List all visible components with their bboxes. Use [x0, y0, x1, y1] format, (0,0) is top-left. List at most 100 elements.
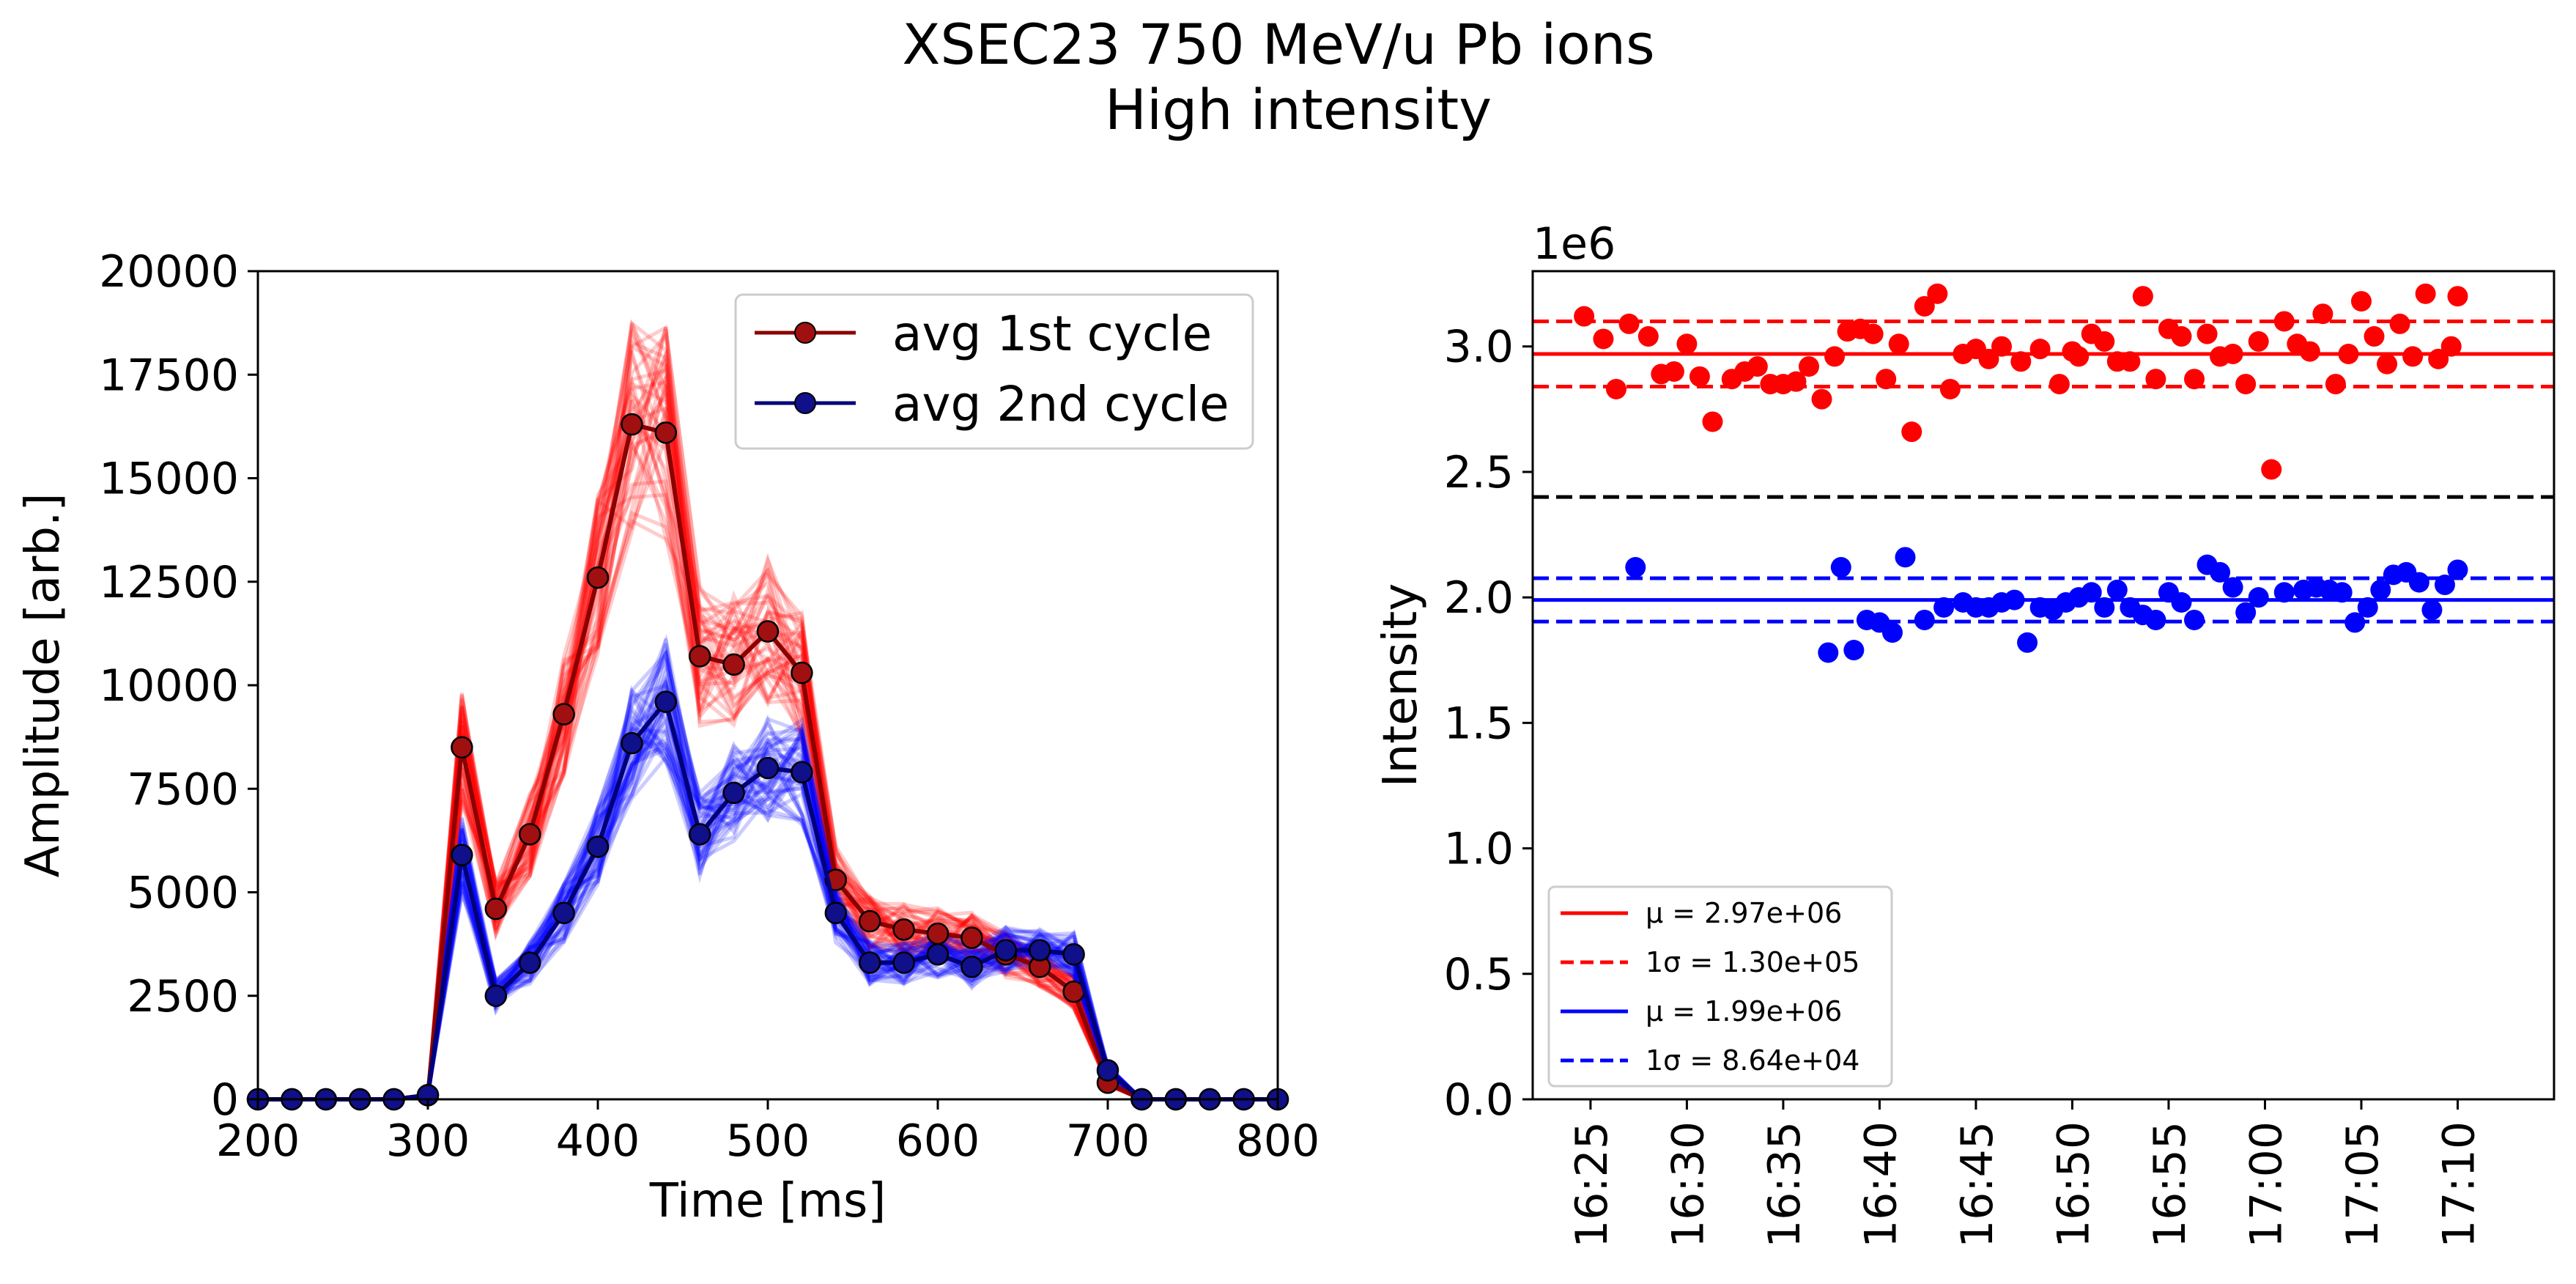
x-axis-label: Time [ms] — [649, 1174, 887, 1228]
scatter-points — [1574, 283, 2468, 663]
x-tick-label: 16:25 — [1566, 1121, 1618, 1248]
avg-marker — [621, 413, 643, 436]
avg-marker — [756, 756, 780, 780]
data-point — [2145, 609, 2166, 630]
x-tick-label: 300 — [386, 1115, 470, 1167]
data-point — [2447, 286, 2468, 307]
y-axis: 0.0 0.5 1.0 1.5 2.0 2.5 3.0 — [1444, 322, 1533, 1126]
data-point — [1927, 283, 1948, 304]
avg-marker — [926, 943, 950, 966]
x-tick-label: 16:35 — [1759, 1121, 1810, 1248]
x-tick-label: 700 — [1066, 1115, 1150, 1167]
x-tick-label: 17:05 — [2337, 1121, 2388, 1248]
data-point — [2081, 582, 2102, 603]
figure-title-line2: High intensity — [1105, 77, 1492, 142]
data-point — [1785, 371, 1807, 392]
data-point — [2299, 341, 2320, 362]
x-axis: 200 300 400 500 600 700 800 — [216, 1099, 1320, 1167]
data-point — [1593, 328, 1614, 350]
data-point — [1625, 557, 1646, 578]
x-tick-label: 600 — [896, 1115, 980, 1167]
data-point — [2184, 609, 2205, 630]
data-point — [1876, 369, 1897, 390]
y-tick-label: 0.0 — [1444, 1074, 1514, 1126]
data-point — [2312, 303, 2333, 325]
y-tick-label: 1.0 — [1444, 824, 1514, 875]
y-tick-label: 2.0 — [1444, 572, 1514, 624]
avg-marker — [518, 823, 541, 846]
data-point — [1895, 547, 1916, 568]
data-point — [2248, 331, 2269, 352]
data-point — [2273, 582, 2295, 603]
avg-marker — [688, 645, 711, 668]
x-tick-label: 16:30 — [1662, 1121, 1714, 1248]
legend-label: avg 1st cycle — [892, 306, 1212, 362]
legend-marker — [794, 322, 816, 344]
trace-line — [258, 348, 1278, 1102]
y-tick-label: 20000 — [99, 246, 239, 298]
data-point — [1830, 557, 1851, 578]
x-tick-label: 16:50 — [2048, 1121, 2099, 1248]
avg-marker — [824, 901, 848, 924]
avg-marker — [552, 703, 575, 726]
x-tick-label: 500 — [726, 1115, 810, 1167]
legend-marker — [794, 392, 816, 414]
data-point — [2094, 597, 2115, 618]
data-point — [2132, 286, 2153, 307]
avg-marker — [722, 781, 745, 805]
data-point — [1818, 642, 1839, 663]
data-point — [1747, 356, 1768, 377]
data-point — [2171, 592, 2192, 613]
x-tick-label: 16:40 — [1855, 1121, 1906, 1248]
data-point — [2377, 353, 2398, 374]
data-point — [2440, 336, 2462, 357]
trace-line — [258, 348, 1278, 1102]
avg-marker — [654, 690, 678, 713]
avg-marker — [994, 939, 1018, 962]
avg-marker — [518, 951, 541, 974]
y-axis-label: Amplitude [arb.] — [16, 493, 70, 878]
data-point — [1605, 378, 1626, 399]
trace-line — [258, 657, 1278, 1102]
data-point — [2145, 369, 2166, 390]
trace-line — [258, 643, 1278, 1102]
avg-marker — [858, 910, 881, 933]
data-point — [2434, 575, 2455, 596]
data-point — [2094, 331, 2115, 352]
data-point — [1811, 388, 1832, 410]
data-point — [2120, 351, 2141, 372]
x-tick-label: 17:00 — [2240, 1121, 2292, 1248]
y-tick-label: 7500 — [127, 764, 239, 815]
data-point — [2331, 582, 2353, 603]
trace-line — [258, 638, 1278, 1102]
data-point — [2344, 612, 2366, 633]
y-tick-label: 1.5 — [1444, 698, 1514, 749]
data-point — [1881, 622, 1903, 643]
y-axis: 0 2500 5000 7500 10000 12500 15000 17500 20000 — [99, 246, 258, 1126]
data-point — [2421, 599, 2443, 621]
data-point — [2196, 323, 2218, 344]
avg-marker — [586, 566, 610, 589]
y-tick-label: 10000 — [99, 660, 239, 712]
avg-marker — [961, 926, 983, 949]
data-point — [1978, 348, 1999, 369]
avg-marker — [926, 922, 950, 945]
data-point — [2370, 579, 2391, 600]
data-point — [1798, 356, 1819, 377]
y-tick-label: 5000 — [127, 868, 239, 919]
data-point — [2273, 311, 2295, 332]
data-point — [2106, 579, 2128, 600]
data-point — [1933, 597, 1955, 618]
data-point — [2004, 589, 2025, 610]
avg-marker — [688, 823, 711, 846]
data-point — [2235, 602, 2257, 623]
data-point — [2357, 597, 2378, 618]
data-point — [2184, 369, 2205, 390]
data-point — [2171, 326, 2192, 347]
legend-label: 1σ = 1.30e+05 — [1646, 946, 1859, 978]
avg-marker — [892, 951, 915, 974]
avg-marker — [451, 844, 473, 866]
average-lines — [246, 413, 1289, 1111]
avg-marker — [552, 901, 575, 924]
